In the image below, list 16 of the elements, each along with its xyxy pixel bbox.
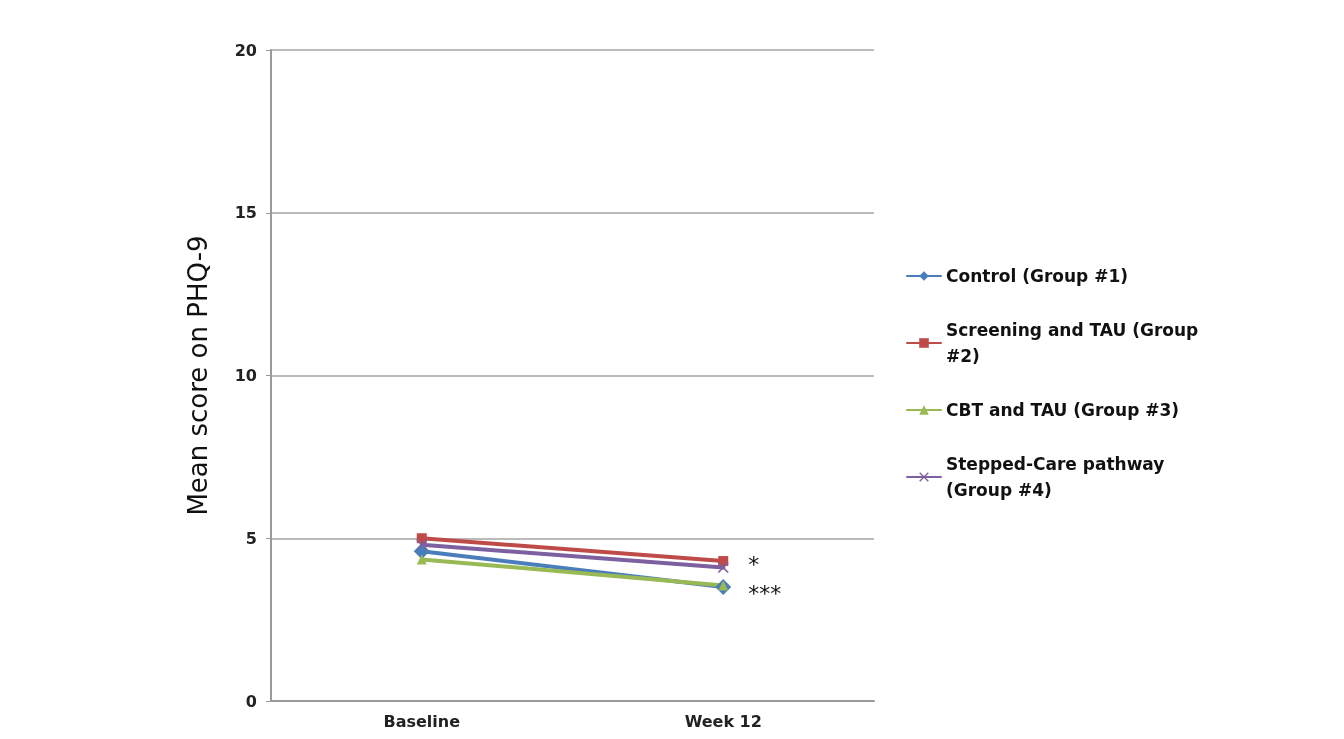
legend-label: CBT and TAU (Group #3) bbox=[946, 400, 1180, 420]
x-tick-label: Week 12 bbox=[684, 711, 762, 731]
y-tick-label: 10 bbox=[234, 366, 257, 385]
annotation: *** bbox=[748, 581, 782, 607]
legend-label: Screening and TAU (Group #2) bbox=[946, 320, 1205, 366]
y-tick-label: 15 bbox=[234, 203, 257, 223]
legend-label: Stepped-Care pathway (Group #4) bbox=[946, 454, 1171, 500]
point bbox=[416, 539, 428, 551]
point bbox=[717, 562, 729, 574]
y-tick-label: 20 bbox=[234, 40, 257, 60]
y-axis-title: Mean score on PHQ-9 bbox=[183, 235, 213, 516]
annotation: * bbox=[748, 551, 760, 577]
y-tick-label: 0 bbox=[245, 691, 257, 711]
y-tick-label: 5 bbox=[245, 528, 257, 548]
legend-label: Control (Group #1) bbox=[946, 266, 1129, 286]
x-tick-label: Baseline bbox=[383, 711, 461, 731]
